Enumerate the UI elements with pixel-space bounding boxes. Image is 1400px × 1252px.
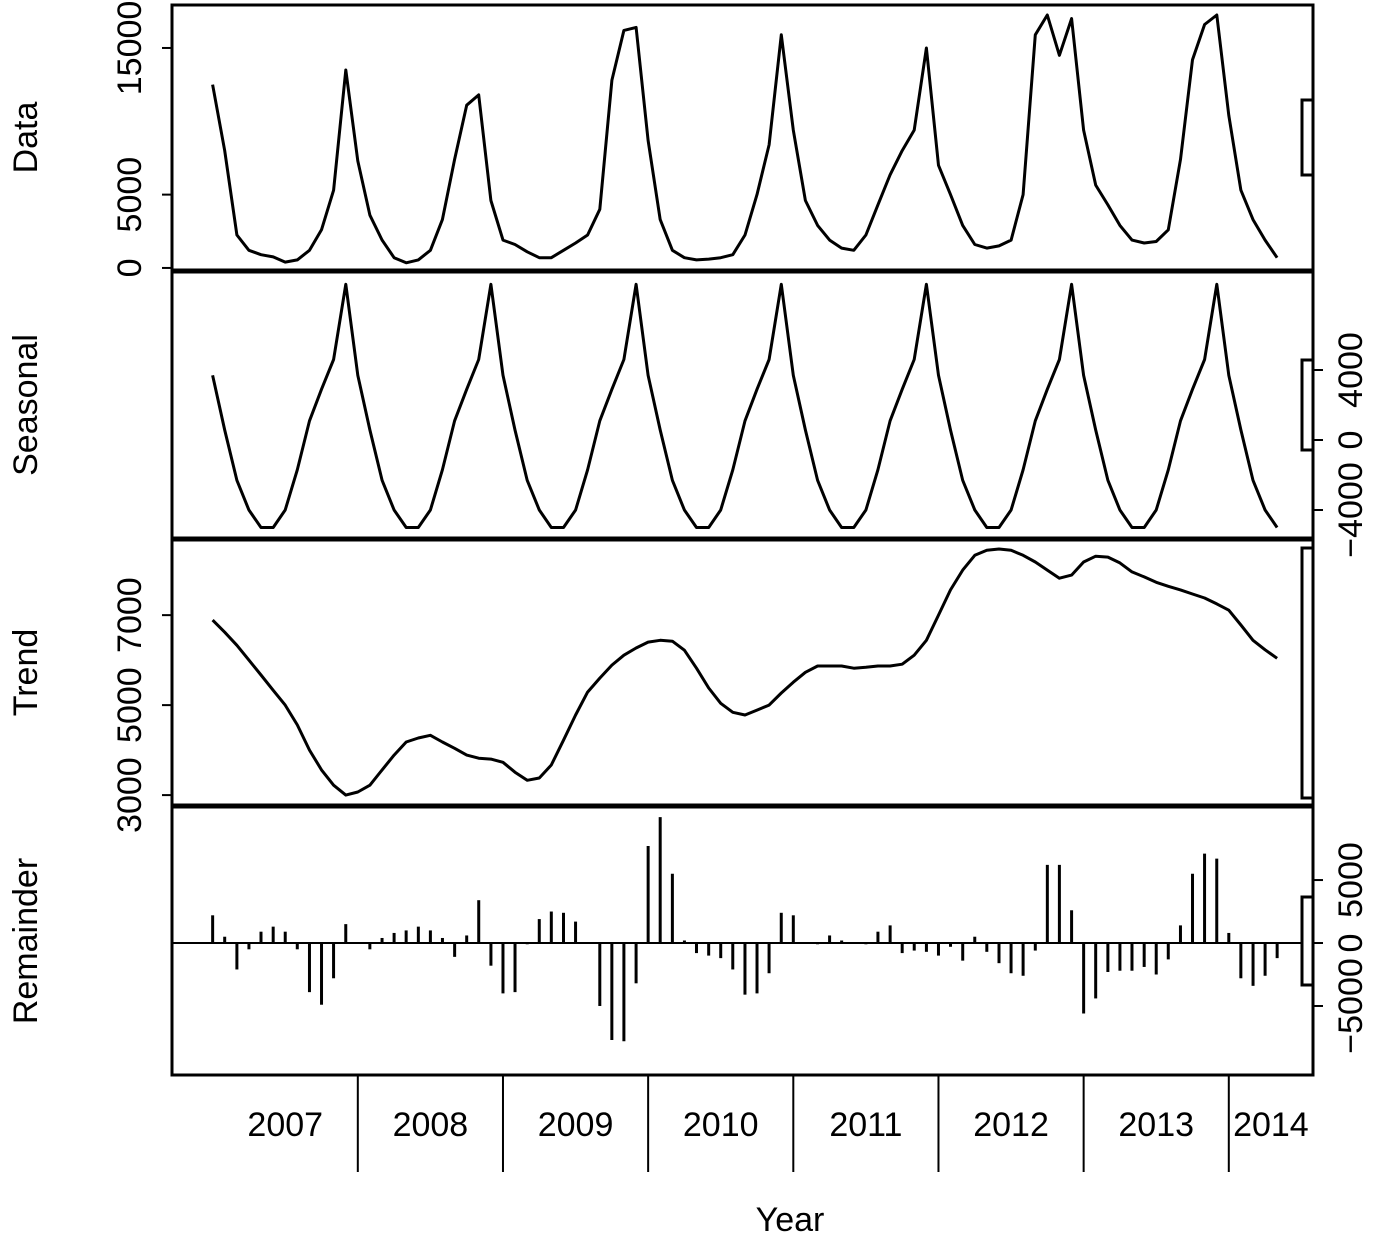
scale-bar xyxy=(1300,546,1315,800)
x-tick-label: 2008 xyxy=(393,1106,469,1144)
y-tick-label: −4000 xyxy=(1332,462,1370,558)
y-tick-label: 0 xyxy=(111,258,149,277)
scale-bars xyxy=(1300,98,1315,987)
scale-bar xyxy=(1300,895,1315,987)
x-tick-label: 2009 xyxy=(538,1106,614,1144)
x-tick-label: 2012 xyxy=(973,1106,1049,1144)
y-tick-label: 0 xyxy=(1332,934,1370,953)
y-tick-label: −5000 xyxy=(1332,958,1370,1054)
y-tick-label: 5000 xyxy=(111,157,149,233)
y-axis-label: Data xyxy=(7,102,45,174)
scale-bar xyxy=(1300,98,1315,177)
y-tick-label: 5000 xyxy=(111,667,149,743)
series-line xyxy=(211,282,1279,529)
panel-frame xyxy=(170,3,1315,272)
x-tick-label: 2010 xyxy=(683,1106,759,1144)
y-axis-label: Trend xyxy=(7,629,45,717)
scale-bar xyxy=(1300,358,1315,452)
y-tick-label: 0 xyxy=(1332,431,1370,450)
y-tick-label: 4000 xyxy=(1332,332,1370,408)
x-tick-label: 2013 xyxy=(1118,1106,1194,1144)
y-tick-label: 5000 xyxy=(1332,842,1370,918)
x-tick-label: 2011 xyxy=(829,1106,902,1144)
panel-frame xyxy=(170,805,1315,1077)
panel-frame xyxy=(170,270,1315,540)
x-tick-label: 2007 xyxy=(247,1106,323,1144)
y-tick-label: 3000 xyxy=(111,757,149,833)
panel-frame xyxy=(170,538,1315,807)
series-line xyxy=(211,13,1279,265)
x-axis-label: Year xyxy=(756,1201,825,1239)
y-axis-label: Seasonal xyxy=(7,334,45,476)
x-tick-label: 2014 xyxy=(1233,1106,1309,1144)
y-tick-label: 15000 xyxy=(111,1,149,96)
y-tick-label: 7000 xyxy=(111,577,149,653)
series-line xyxy=(211,547,1278,797)
y-axis-label: Remainder xyxy=(7,858,45,1024)
